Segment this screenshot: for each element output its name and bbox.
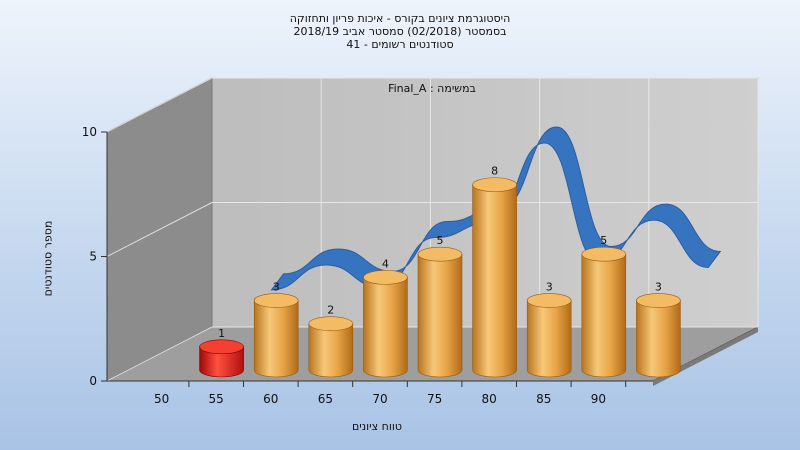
- bar-70: 5: [417, 234, 463, 378]
- bar-65: 4: [363, 257, 408, 378]
- bar-value-label: 3: [655, 281, 662, 294]
- x-tick-label: 90: [591, 392, 606, 406]
- bar-cap: [636, 293, 681, 308]
- grid-line-side: [106, 202, 213, 257]
- bar-cap: [308, 316, 354, 331]
- bar-body: [581, 253, 627, 378]
- bar-value-label: 1: [218, 327, 225, 340]
- x-tick-label: 85: [536, 392, 551, 406]
- bar-cap: [253, 293, 299, 308]
- chart-subtitle: Final_A : במשימה: [388, 82, 476, 95]
- bar-body: [308, 323, 354, 378]
- y-tick-label: 0: [89, 374, 97, 388]
- bar-body: [417, 253, 463, 378]
- y-tick-label: 10: [82, 125, 97, 139]
- bar-85: 5: [581, 234, 627, 378]
- bar-body: [636, 300, 681, 378]
- y-tick-label: 5: [89, 250, 97, 264]
- bar-80: 3: [526, 281, 572, 378]
- chart-title-line-2: בסמסטר (02/2018) סמסטר אביב 2018/19: [293, 25, 507, 38]
- x-axis-title: טווח ציונים: [352, 420, 402, 433]
- bar-50: 1: [199, 327, 244, 378]
- bar-cap: [581, 246, 627, 262]
- grid-line-side: [106, 77, 213, 133]
- bar-75: 8: [472, 165, 517, 378]
- bar-body: [472, 184, 517, 378]
- x-tick-label: 65: [318, 392, 333, 406]
- chart-title-line-1: היסטוגרמת ציונים בקורס - איכות פריון ותח…: [289, 12, 511, 25]
- bar-value-label: 3: [546, 281, 553, 294]
- chart-title-line-3: סטודנטים רשומים - 41: [346, 38, 454, 51]
- x-tick-label: 80: [482, 392, 497, 406]
- x-tick-label: 50: [154, 392, 169, 406]
- bar-90: 3: [636, 281, 681, 378]
- bar-value-label: 5: [437, 234, 444, 247]
- bar-value-label: 3: [273, 281, 280, 294]
- x-tick-label: 60: [263, 392, 278, 406]
- bar-body: [199, 346, 244, 378]
- bar-body: [363, 277, 408, 378]
- bar-cap: [363, 270, 408, 285]
- bar-value-label: 8: [491, 165, 498, 178]
- x-tick-label: 55: [209, 392, 224, 406]
- bar-value-label: 2: [327, 304, 334, 317]
- bar-value-label: 4: [382, 257, 389, 270]
- x-tick-label: 75: [427, 392, 442, 406]
- bar-60: 2: [308, 304, 354, 378]
- grid-line-side: [106, 326, 213, 382]
- bar-cap: [417, 246, 463, 262]
- x-tick-label: 70: [372, 392, 387, 406]
- bar-cap: [199, 339, 244, 355]
- bar-value-label: 5: [600, 234, 607, 247]
- bar-cap: [472, 177, 517, 193]
- bar-body: [253, 300, 299, 378]
- y-axis-title: מספר סטודנטים: [41, 220, 55, 297]
- bar-cap: [526, 293, 572, 308]
- bar-body: [526, 300, 572, 378]
- bar-55: 3: [253, 281, 299, 378]
